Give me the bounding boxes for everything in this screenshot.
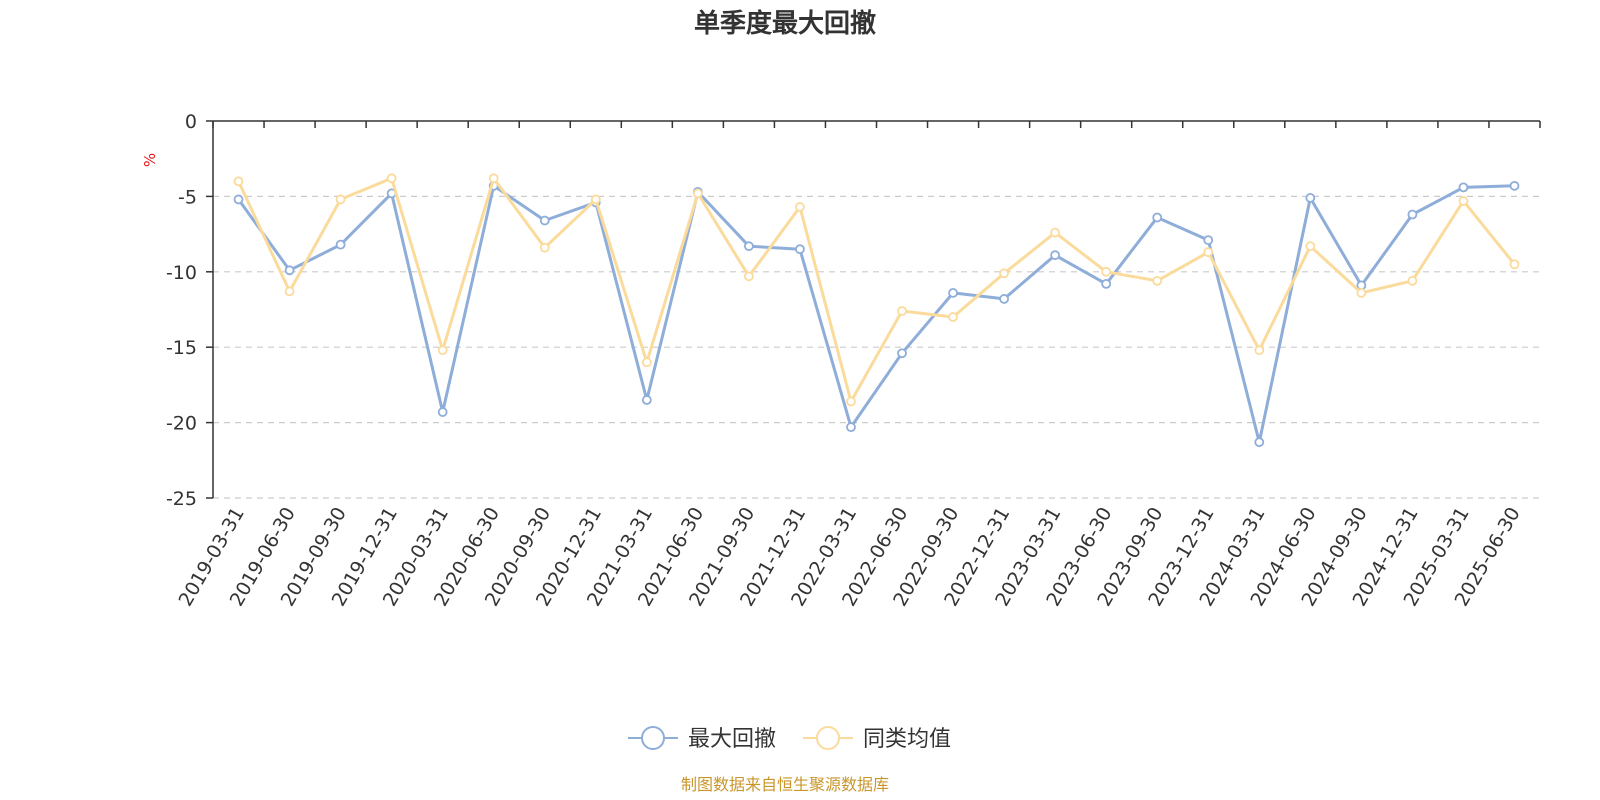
data-point[interactable] — [437, 345, 448, 356]
data-point[interactable] — [846, 396, 856, 407]
y-tick-label: -10 — [166, 262, 197, 284]
grid-lines — [213, 195, 1540, 499]
legend-item-1[interactable]: 最大回撤 — [628, 726, 776, 752]
legend-label: 同类均值 — [863, 727, 951, 752]
data-point[interactable] — [795, 244, 805, 255]
data-point[interactable] — [1050, 250, 1061, 261]
data-point[interactable] — [590, 194, 601, 205]
data-point[interactable] — [948, 288, 958, 298]
data-point[interactable] — [539, 215, 550, 226]
series-line-1 — [237, 184, 1515, 444]
data-point[interactable] — [999, 294, 1009, 304]
series-line-2 — [237, 176, 1516, 403]
data-point[interactable] — [488, 173, 499, 184]
data-point[interactable] — [386, 173, 397, 184]
data-point[interactable] — [1152, 275, 1163, 286]
data-point[interactable] — [641, 395, 652, 405]
data-point[interactable] — [1050, 227, 1061, 238]
data-point[interactable] — [846, 422, 856, 433]
data-point[interactable] — [335, 239, 346, 250]
data-point[interactable] — [1203, 247, 1214, 258]
data-point[interactable] — [1458, 196, 1469, 206]
legend-item-2[interactable]: 同类均值 — [803, 726, 951, 752]
y-tick-label: -5 — [178, 186, 197, 208]
y-tick-label: 0 — [185, 111, 197, 133]
y-tick-labels: 0 -5 -10 -15 -20 -25 — [166, 111, 197, 510]
data-point[interactable] — [1101, 278, 1112, 289]
data-point[interactable] — [233, 194, 244, 205]
chart-title: 单季度最大回撤 — [694, 8, 876, 39]
data-source-note: 制图数据来自恒生聚源数据库 — [681, 775, 889, 794]
data-point[interactable] — [1305, 241, 1316, 252]
data-point[interactable] — [233, 176, 244, 187]
data-point[interactable] — [284, 265, 295, 276]
data-point[interactable] — [1152, 212, 1163, 223]
data-point[interactable] — [1254, 345, 1265, 356]
data-point[interactable] — [284, 286, 295, 297]
data-point[interactable] — [1203, 235, 1214, 246]
data-point[interactable] — [1509, 180, 1520, 191]
data-point[interactable] — [1254, 437, 1265, 448]
data-point[interactable] — [1509, 259, 1520, 270]
data-point[interactable] — [1305, 193, 1316, 203]
data-point[interactable] — [948, 312, 958, 322]
data-point[interactable] — [744, 241, 754, 252]
y-tick-label: -15 — [166, 337, 197, 359]
data-point[interactable] — [1407, 209, 1418, 220]
y-tick-label: -25 — [166, 488, 197, 510]
x-tick-labels: 2019-03-312019-06-302019-09-302019-12-31… — [175, 504, 1525, 611]
data-point[interactable] — [437, 407, 448, 417]
y-axis-unit-label: % — [141, 153, 159, 167]
data-point[interactable] — [744, 271, 754, 282]
data-point[interactable] — [692, 188, 703, 199]
data-point[interactable] — [335, 194, 346, 205]
data-point[interactable] — [999, 268, 1009, 279]
data-point[interactable] — [641, 357, 652, 368]
legend[interactable]: 最大回撤 同类均值 — [628, 726, 951, 752]
data-point[interactable] — [897, 306, 907, 316]
data-point[interactable] — [539, 242, 550, 253]
axes — [206, 120, 1541, 499]
data-point[interactable] — [1356, 288, 1367, 298]
data-point[interactable] — [1101, 266, 1112, 277]
data-point[interactable] — [1458, 182, 1469, 193]
series-lines — [233, 173, 1520, 448]
legend-label: 最大回撤 — [688, 727, 776, 752]
data-point[interactable] — [795, 202, 805, 212]
legend-circle-icon — [816, 726, 840, 750]
data-point[interactable] — [897, 348, 907, 359]
data-point[interactable] — [1407, 275, 1418, 286]
legend-circle-icon — [641, 726, 665, 750]
y-tick-label: -20 — [166, 413, 197, 435]
